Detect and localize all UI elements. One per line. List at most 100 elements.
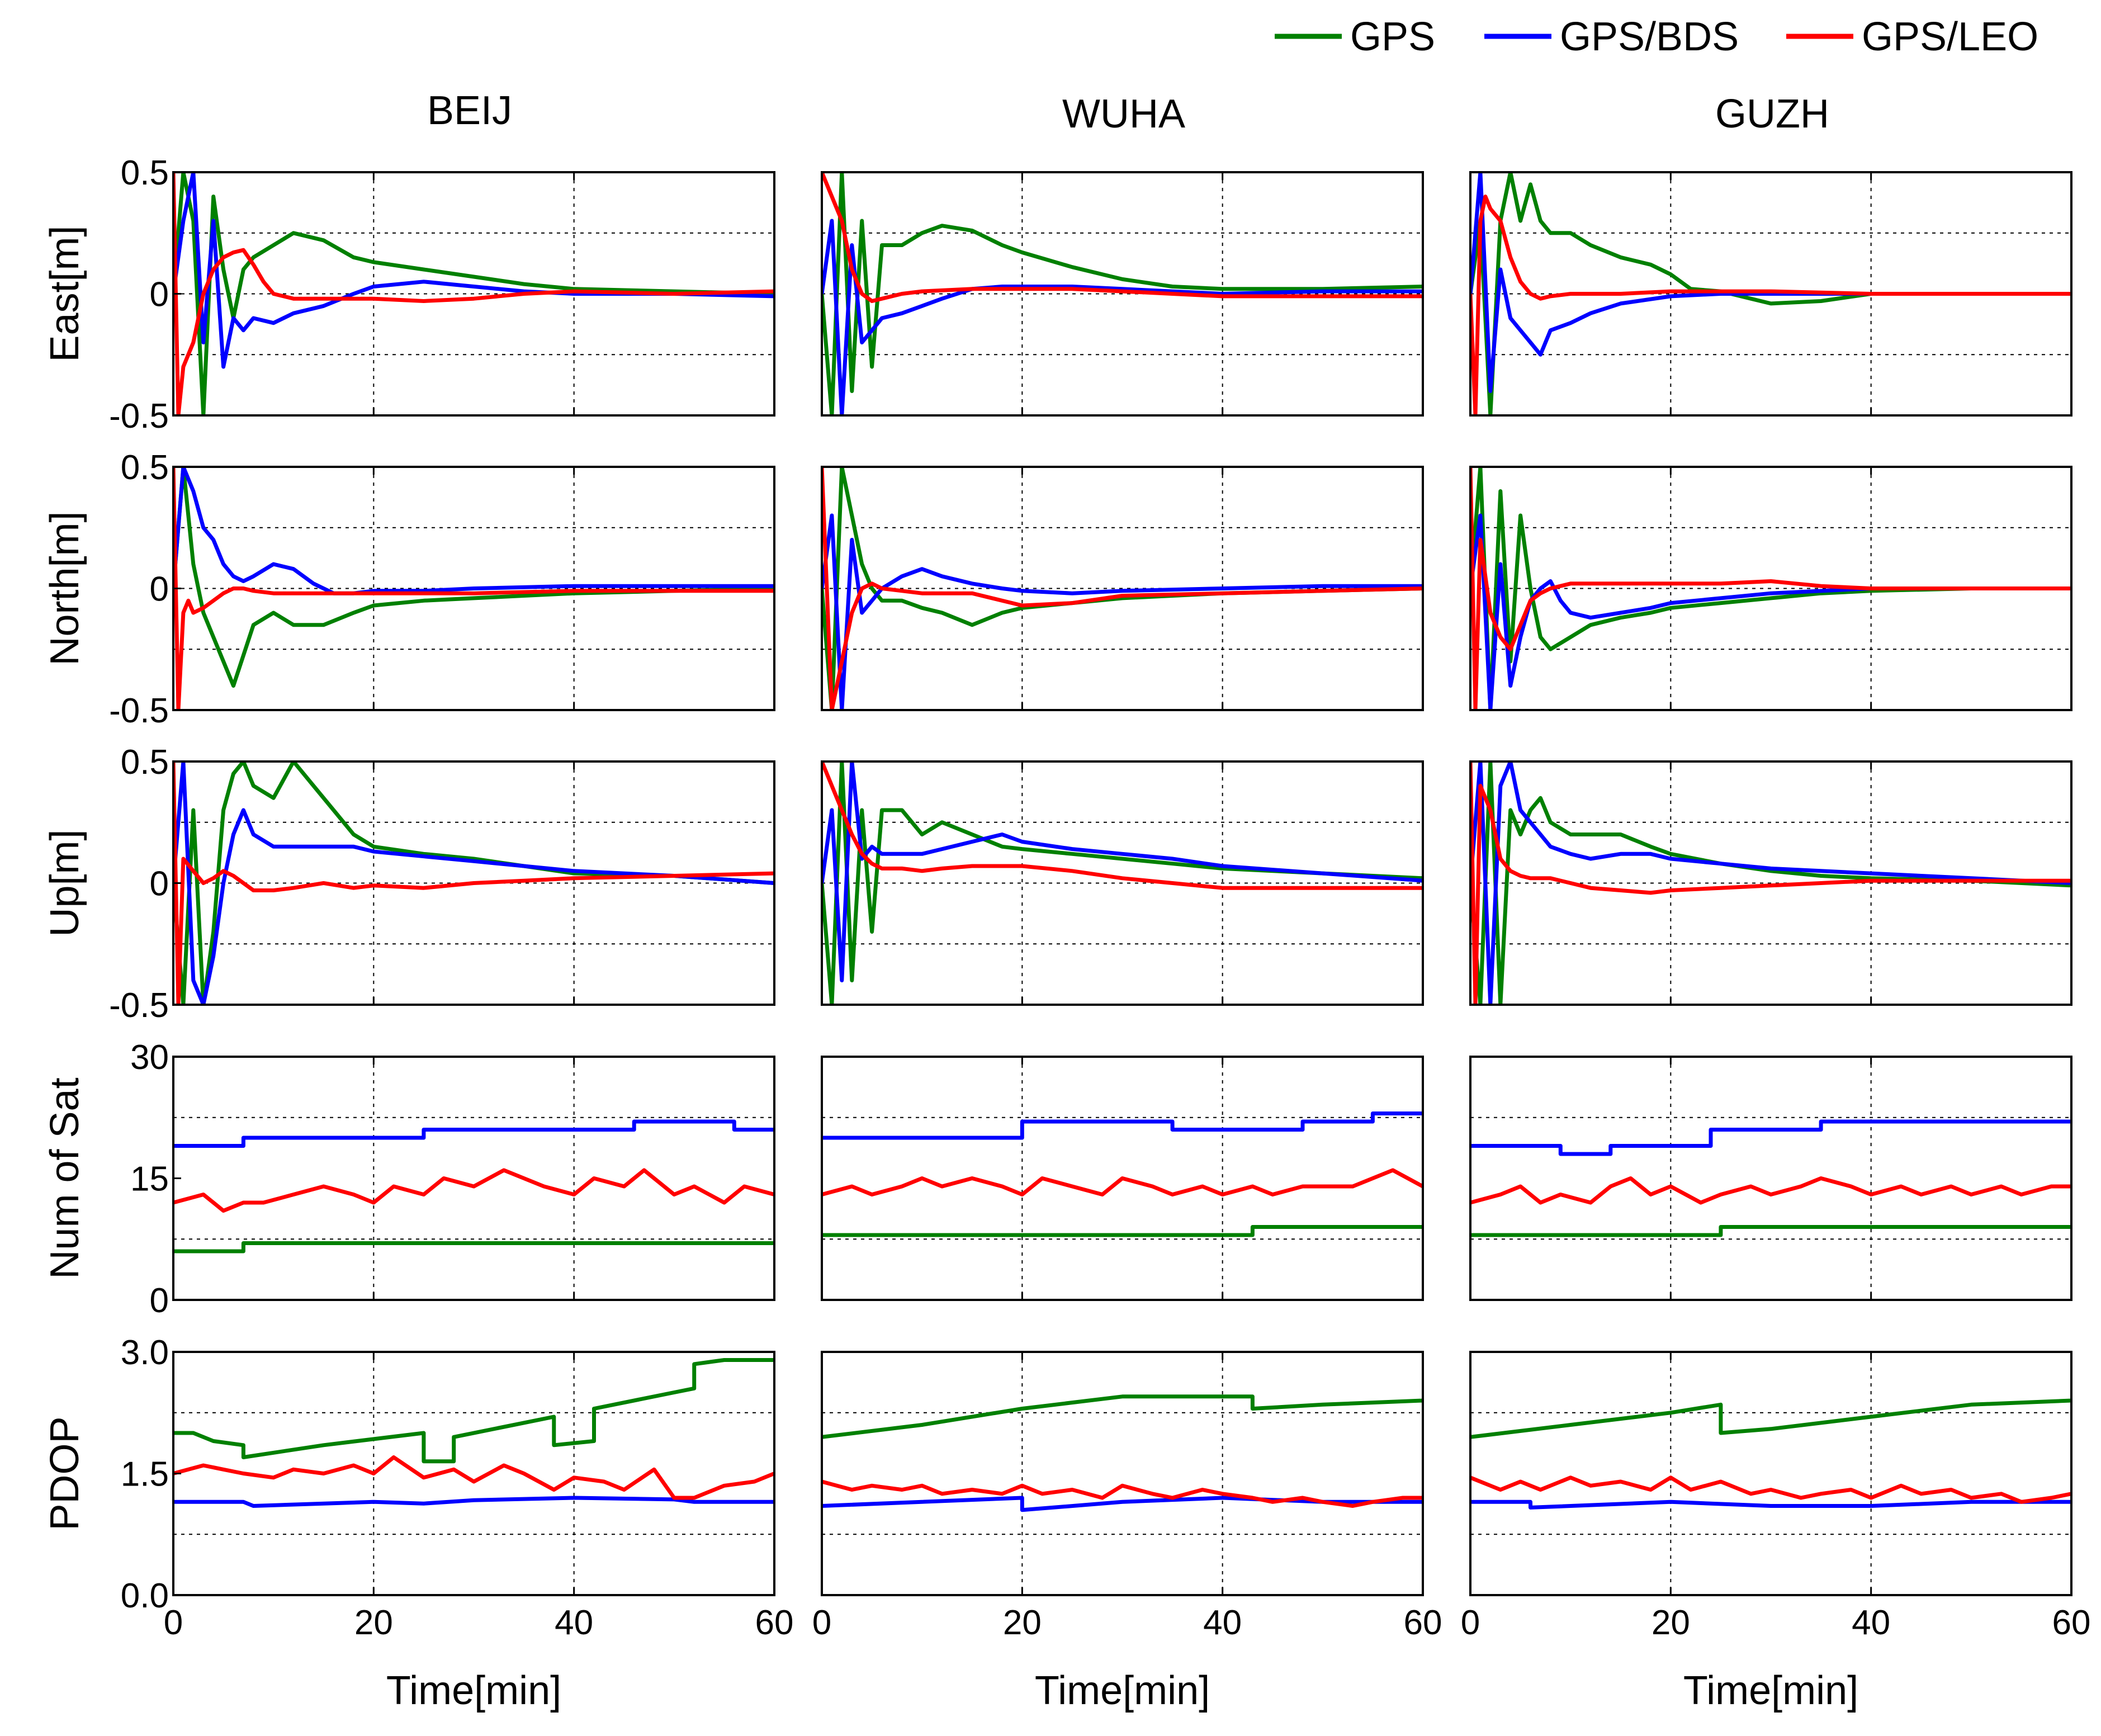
series-line-gps	[173, 467, 774, 688]
y-tick-label: 1.5	[121, 1455, 169, 1494]
y-tick-label: 15	[130, 1160, 169, 1199]
panel-up-wuha	[821, 760, 1424, 1006]
series-line-gps	[173, 1241, 774, 1253]
x-tick-label: 40	[555, 1603, 593, 1642]
series-line-gps	[822, 172, 1423, 415]
y-tick-label: 0.5	[121, 448, 169, 487]
panel-north-wuha	[821, 466, 1424, 711]
series-line-gps	[1470, 467, 2071, 710]
panel-up-beij: -0.5 0 0.5 Up[m]	[42, 743, 775, 1025]
series-group	[1470, 172, 2071, 415]
y-axis-label-north: North[m]	[42, 511, 87, 665]
series-line-gps	[822, 1225, 1423, 1237]
series-line-gps-leo	[173, 1168, 774, 1213]
x-tick-label: 40	[1852, 1603, 1890, 1642]
series-line-gps-leo	[1470, 1176, 2071, 1205]
panel-frame	[1469, 1056, 2072, 1301]
series-line-gps-bds	[822, 1111, 1423, 1140]
series-group	[173, 761, 774, 1005]
x-tick-label: 60	[755, 1603, 794, 1642]
series-group	[173, 1358, 774, 1508]
series-line-gps-leo	[822, 1168, 1423, 1196]
series-line-gps-bds	[1470, 1500, 2071, 1510]
legend-label-gps-leo: GPS/LEO	[1862, 15, 2038, 59]
series-line-gps-leo	[822, 1479, 1423, 1508]
panel-east-wuha	[821, 171, 1424, 417]
series-line-gps-bds	[173, 761, 774, 1005]
x-tick-label: 0	[1461, 1603, 1480, 1642]
y-tick-label: 0	[150, 570, 169, 609]
panel-pdop-guzh: 0 20 40 60 Time[min]	[1461, 1351, 2091, 1713]
panel-north-guzh	[1469, 466, 2072, 711]
series-group	[822, 172, 1423, 415]
y-axis-label-east: East[m]	[42, 225, 87, 362]
y-tick-label: 0	[150, 865, 169, 904]
series-line-gps	[1470, 1398, 2071, 1439]
x-tick-label: 40	[1203, 1603, 1242, 1642]
y-tick-label: 0	[150, 1281, 169, 1320]
legend-label-gps-bds: GPS/BDS	[1560, 15, 1739, 59]
panel-east-beij: -0.5 0 0.5 East[m]	[42, 154, 775, 436]
series-line-gps-leo	[1470, 467, 2071, 710]
panel-frame	[1469, 1351, 2072, 1596]
series-group	[822, 1111, 1423, 1237]
series-line-gps-leo	[822, 761, 1423, 890]
panel-nsat-beij: 0 15 30 Num of Sat	[42, 1038, 775, 1320]
station-title-guzh: GUZH	[1715, 92, 1829, 136]
y-tick-label: 0	[150, 276, 169, 314]
y-tick-label: 0.0	[121, 1577, 169, 1615]
series-line-gps	[173, 172, 774, 415]
series-group	[822, 761, 1423, 1005]
station-title-wuha: WUHA	[1062, 92, 1185, 136]
series-line-gps	[1470, 761, 2071, 1005]
station-title-beij: BEIJ	[427, 88, 512, 133]
panel-frame	[172, 1056, 775, 1301]
series-line-gps-bds	[173, 467, 774, 595]
series-line-gps-leo	[173, 761, 774, 1005]
panel-frame	[1469, 466, 2072, 711]
y-tick-label: 3.0	[121, 1333, 169, 1372]
panel-frame	[821, 466, 1424, 711]
series-line-gps-bds	[822, 761, 1423, 982]
x-tick-label: 60	[1404, 1603, 1442, 1642]
x-tick-label: 20	[1003, 1603, 1042, 1642]
series-line-gps-leo	[173, 1455, 774, 1500]
series-line-gps-leo	[822, 172, 1423, 303]
x-axis-label: Time[min]	[1035, 1668, 1210, 1713]
legend-label-gps: GPS	[1350, 15, 1435, 59]
x-tick-label: 60	[2052, 1603, 2091, 1642]
panel-grid: -0.5 0 0.5 East[m] -0.5 0 0.5 North[m] -0.5 0 0.5 U…	[42, 154, 2090, 1713]
y-tick-label: 0.5	[121, 154, 169, 192]
series-group	[173, 1119, 774, 1253]
y-axis-label-pdop: PDOP	[42, 1416, 87, 1530]
panel-frame	[1469, 171, 2072, 417]
panel-frame	[172, 1351, 775, 1596]
series-group	[822, 1394, 1423, 1512]
series-line-gps-bds	[1470, 172, 2071, 393]
x-axis-label: Time[min]	[1683, 1668, 1858, 1713]
y-tick-label: 30	[130, 1038, 169, 1077]
series-line-gps-bds	[1470, 761, 2071, 1005]
series-group	[1470, 1398, 2071, 1510]
series-line-gps	[822, 1394, 1423, 1439]
series-line-gps-leo	[1470, 761, 2071, 1005]
x-axis-label: Time[min]	[386, 1668, 561, 1713]
series-line-gps-leo	[1470, 1475, 2071, 1504]
series-line-gps-leo	[1470, 195, 2071, 415]
series-line-gps-leo	[822, 467, 1423, 710]
x-tick-label: 0	[164, 1603, 183, 1642]
series-line-gps	[1470, 1225, 2071, 1237]
y-tick-label: -0.5	[109, 692, 169, 730]
series-line-gps	[822, 761, 1423, 1005]
y-tick-label: -0.5	[109, 397, 169, 436]
series-group	[173, 172, 774, 415]
panel-frame	[821, 171, 1424, 417]
series-line-gps-bds	[173, 172, 774, 369]
series-group	[173, 467, 774, 710]
y-axis-label-up: Up[m]	[42, 829, 87, 936]
series-group	[1470, 761, 2071, 1005]
series-group	[1470, 1119, 2071, 1237]
series-line-gps	[1470, 172, 2071, 415]
x-tick-label: 20	[354, 1603, 393, 1642]
